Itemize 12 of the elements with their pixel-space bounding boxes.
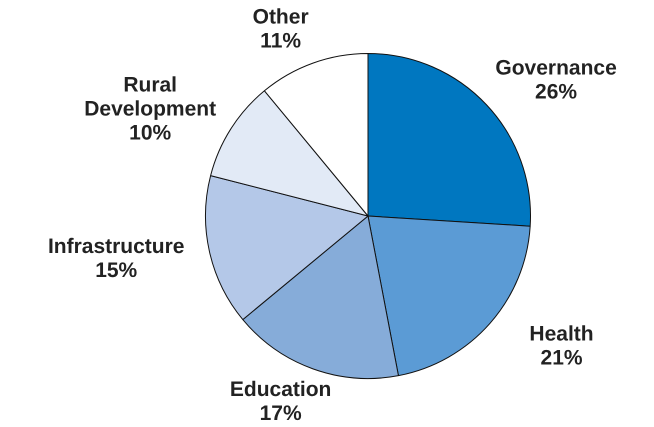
data-label: 21% <box>540 346 583 370</box>
data-label: 11% <box>260 30 302 52</box>
data-label: 17% <box>260 402 302 426</box>
data-label: 10% <box>129 122 172 145</box>
slice-label: Health <box>529 322 594 346</box>
data-label: 15% <box>95 258 138 282</box>
slice-label: Other <box>252 6 309 28</box>
slice-label: Education <box>230 378 332 402</box>
slice-label: Governance <box>495 56 617 80</box>
slice-label: Rural Development <box>84 74 216 121</box>
slice-label: Infrastructure <box>48 234 184 258</box>
data-label: 26% <box>535 80 578 104</box>
